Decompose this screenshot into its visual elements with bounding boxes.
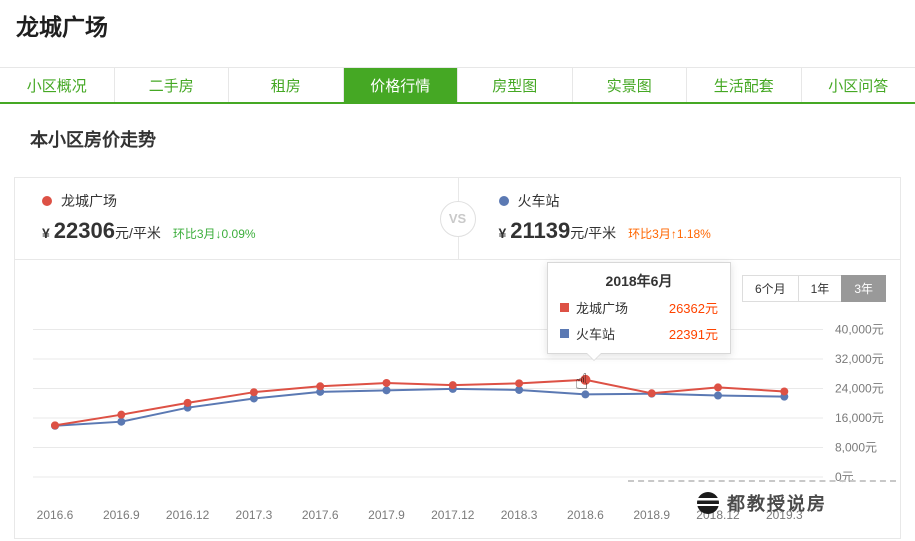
tooltip-row: 火车站 22391元: [560, 324, 718, 343]
svg-text:2016.9: 2016.9: [103, 508, 140, 522]
svg-text:2017.12: 2017.12: [431, 508, 475, 522]
hand-cursor-icon: ☝: [575, 370, 589, 395]
range-button-1年[interactable]: 1年: [797, 275, 843, 302]
tooltip-rows: 龙城广场 26362元火车站 22391元: [560, 298, 718, 343]
tab-房型图[interactable]: 房型图: [458, 68, 573, 102]
page-title: 龙城广场: [16, 14, 108, 40]
series-legend-square-icon: [560, 329, 569, 338]
watermark-text: 都教授说房: [727, 494, 827, 514]
range-button-group: 6个月 1年 3年: [741, 275, 886, 302]
compare-row: 龙城广场 ¥ 22306 元/平米 环比3月↓0.09% VS 火车站 ¥ 21…: [15, 178, 900, 260]
compare-left-name-row: 龙城广场: [42, 191, 458, 211]
range-button-6个月[interactable]: 6个月: [741, 275, 799, 302]
price-trend-chart[interactable]: 0元8,000元16,000元24,000元32,000元40,000元2016…: [23, 260, 908, 538]
currency-symbol: ¥: [498, 225, 507, 241]
tab-小区概况[interactable]: 小区概况: [0, 68, 115, 102]
tab-租房[interactable]: 租房: [229, 68, 344, 102]
svg-text:2018.9: 2018.9: [633, 508, 670, 522]
section-title: 本小区房价走势: [30, 130, 156, 150]
watermark-row: 都教授说房: [628, 490, 896, 516]
series-legend-square-icon: [560, 303, 569, 312]
compare-left-name: 龙城广场: [61, 193, 117, 209]
series-red-dot-icon: [42, 196, 52, 206]
svg-text:16,000元: 16,000元: [835, 411, 884, 425]
svg-text:2018.6: 2018.6: [567, 508, 604, 522]
series-blue-dot-icon: [498, 196, 509, 206]
svg-text:32,000元: 32,000元: [835, 352, 884, 366]
tooltip-series-value: 26362元: [668, 301, 718, 316]
chart-area: 6个月 1年 3年 2018年6月 龙城广场 26362元 火车站 22391元 0元 8,…: [15, 260, 900, 538]
tab-小区问答[interactable]: 小区问答: [801, 68, 915, 102]
svg-text:2017.3: 2017.3: [236, 508, 273, 522]
svg-text:2016.12: 2016.12: [166, 508, 210, 522]
chart-tooltip: 2018年6月 龙城广场 26362元火车站 22391元: [547, 262, 731, 361]
compare-left-change: 环比3月↓0.09%: [172, 227, 256, 241]
price-panel: 龙城广场 ¥ 22306 元/平米 环比3月↓0.09% VS 火车站 ¥ 21…: [14, 177, 901, 539]
tab-生活配套[interactable]: 生活配套: [687, 68, 802, 102]
svg-text:2017.6: 2017.6: [302, 508, 339, 522]
tab-bar: 小区概况 二手房 租房 价格行情 房型图 实景图 生活配套 小区问答: [0, 67, 915, 104]
tab-价格行情[interactable]: 价格行情: [343, 68, 458, 102]
watermark: 都教授说房: [628, 480, 896, 516]
tab-二手房[interactable]: 二手房: [114, 68, 229, 102]
compare-right-name: 火车站: [517, 193, 560, 209]
svg-text:2017.9: 2017.9: [368, 508, 405, 522]
svg-text:2016.6: 2016.6: [37, 508, 74, 522]
watermark-dashed-line: [628, 480, 896, 482]
compare-right-change: 环比3月↑1.18%: [628, 227, 711, 241]
svg-text:8,000元: 8,000元: [835, 441, 877, 455]
compare-right-name-row: 火车站: [498, 191, 901, 211]
svg-text:2019.3: 2019.3: [766, 508, 803, 522]
currency-symbol: ¥: [42, 225, 50, 241]
svg-text:2018.3: 2018.3: [501, 508, 538, 522]
tooltip-title: 2018年6月: [605, 273, 673, 289]
tooltip-series-name: 龙城广场: [576, 301, 629, 316]
tooltip-series-value: 22391元: [668, 327, 718, 342]
vs-badge: VS: [439, 200, 476, 237]
compare-right-price-row: ¥ 21139 元/平米 环比3月↑1.18%: [499, 218, 901, 244]
svg-text:40,000元: 40,000元: [835, 323, 884, 337]
compare-left: 龙城广场 ¥ 22306 元/平米 环比3月↓0.09%: [15, 178, 458, 259]
tab-实景图[interactable]: 实景图: [572, 68, 687, 102]
tooltip-row: 龙城广场 26362元: [560, 298, 718, 317]
watermark-logo-icon: [697, 492, 719, 514]
compare-right: 火车站 ¥ 21139 元/平米 环比3月↑1.18%: [457, 178, 901, 259]
price-unit: 元/平米: [114, 225, 161, 241]
range-button-3年[interactable]: 3年: [841, 275, 886, 302]
price-unit: 元/平米: [570, 225, 617, 241]
compare-right-price: 21139: [510, 218, 571, 243]
tooltip-series-name: 火车站: [576, 327, 616, 342]
svg-text:24,000元: 24,000元: [835, 382, 884, 396]
tooltip-arrow: [586, 353, 602, 361]
compare-left-price: 22306: [53, 218, 115, 243]
compare-left-price-row: ¥ 22306 元/平米 环比3月↓0.09%: [42, 218, 458, 244]
